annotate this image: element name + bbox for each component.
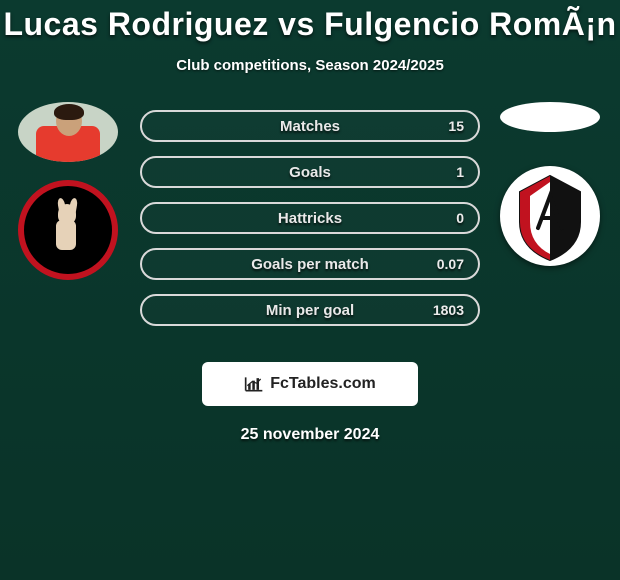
stat-value-right: 15 bbox=[448, 118, 464, 134]
chart-icon bbox=[244, 375, 264, 393]
stat-row-goals: Goals 1 bbox=[140, 156, 480, 188]
watermark: FcTables.com bbox=[202, 362, 418, 406]
stat-row-mpg: Min per goal 1803 bbox=[140, 294, 480, 326]
date: 25 november 2024 bbox=[0, 426, 620, 444]
stat-value-right: 0 bbox=[456, 210, 464, 226]
stat-value-right: 1803 bbox=[433, 302, 464, 318]
player-photo-right bbox=[500, 102, 600, 132]
stat-label: Matches bbox=[142, 118, 478, 135]
stat-label: Min per goal bbox=[142, 302, 478, 319]
right-column bbox=[490, 102, 610, 266]
stat-rows: Matches 15 Goals 1 Hattricks 0 Goals per… bbox=[140, 110, 480, 340]
page-title: Lucas Rodriguez vs Fulgencio RomÃ¡n bbox=[0, 0, 620, 43]
stat-label: Goals per match bbox=[142, 256, 478, 273]
comparison-panel: Matches 15 Goals 1 Hattricks 0 Goals per… bbox=[0, 102, 620, 342]
stat-value-right: 1 bbox=[456, 164, 464, 180]
stat-value-right: 0.07 bbox=[437, 256, 464, 272]
club-badge-atlas bbox=[500, 166, 600, 266]
left-column bbox=[8, 102, 128, 280]
stat-label: Hattricks bbox=[142, 210, 478, 227]
stat-row-gpm: Goals per match 0.07 bbox=[140, 248, 480, 280]
player-photo-left bbox=[18, 102, 118, 162]
club-badge-tijuana bbox=[18, 180, 118, 280]
stat-row-hattricks: Hattricks 0 bbox=[140, 202, 480, 234]
subtitle: Club competitions, Season 2024/2025 bbox=[0, 57, 620, 74]
stat-row-matches: Matches 15 bbox=[140, 110, 480, 142]
stat-label: Goals bbox=[142, 164, 478, 181]
watermark-text: FcTables.com bbox=[270, 375, 376, 393]
